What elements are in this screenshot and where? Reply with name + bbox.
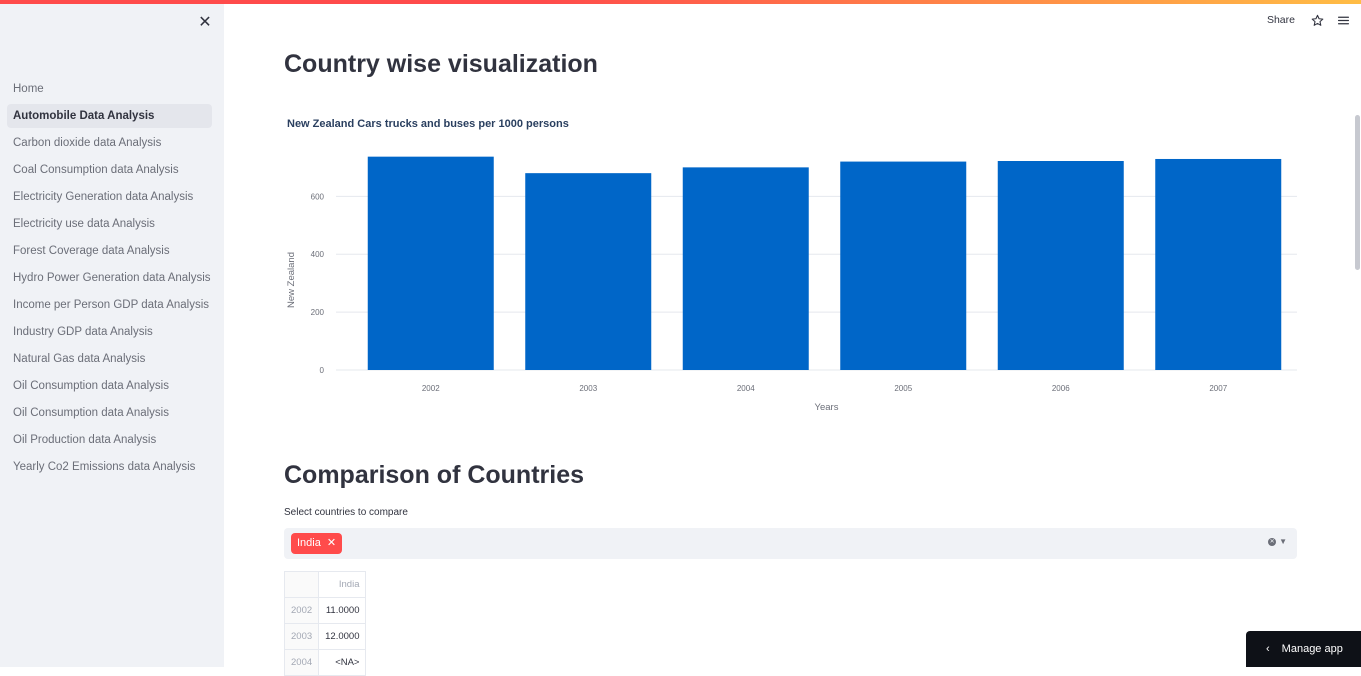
chart-title: New Zealand Cars trucks and buses per 10… (287, 118, 569, 130)
scrollbar[interactable] (1355, 115, 1360, 270)
table-row[interactable]: 2002 11.0000 (283, 597, 367, 624)
x-tick-label: 2006 (1052, 384, 1070, 393)
chart-svg[interactable]: 0 200 400 600 2002 2003 2004 2005 2006 2007 Years N… (284, 110, 1297, 420)
y-tick-label: 200 (311, 308, 325, 317)
sidebar-item[interactable]: Oil Consumption data Analysis (13, 407, 169, 419)
table-column-header[interactable]: India (318, 571, 367, 598)
cell-value[interactable]: <NA> (318, 649, 367, 676)
x-tick-label: 2002 (422, 384, 440, 393)
x-tick-label: 2007 (1209, 384, 1227, 393)
bar[interactable] (525, 173, 652, 370)
chevron-down-icon[interactable]: ▼ (1279, 537, 1287, 546)
x-tick-label: 2003 (579, 384, 597, 393)
sidebar-item[interactable]: Oil Consumption data Analysis (13, 380, 169, 392)
sidebar-item[interactable]: Income per Person GDP data Analysis (13, 299, 210, 311)
comparison-table[interactable]: India 2002 11.0000 2003 12.0000 2004 <NA> (283, 571, 367, 676)
sidebar: ✕ Home Automobile Data Analysis Carbon dio… (0, 4, 224, 667)
sidebar-item[interactable]: Carbon dioxide data Analysis (13, 137, 162, 149)
selected-country-tag[interactable]: India ✕ (291, 533, 343, 554)
sidebar-item[interactable]: Home (13, 83, 44, 95)
sidebar-item[interactable]: Coal Consumption data Analysis (13, 164, 179, 176)
sidebar-item[interactable]: Electricity Generation data Analysis (13, 191, 194, 203)
sidebar-item[interactable]: Natural Gas data Analysis (13, 353, 146, 365)
main-content: Country wise visualization New Zealand C… (283, 0, 1297, 676)
sidebar-item[interactable]: Forest Coverage data Analysis (13, 245, 170, 257)
sidebar-nav: Home Automobile Data Analysis Carbon dioxi… (7, 77, 212, 482)
bar[interactable] (840, 161, 967, 370)
table-corner (283, 571, 320, 598)
page-title: Country wise visualization (284, 50, 598, 78)
sidebar-item[interactable]: Electricity use data Analysis (13, 218, 155, 230)
y-axis-label: New Zealand (286, 252, 297, 308)
manage-app-button[interactable]: ‹ Manage app (1246, 631, 1361, 667)
sidebar-item[interactable]: Industry GDP data Analysis (13, 326, 153, 338)
bar[interactable] (682, 167, 809, 370)
star-icon[interactable] (1309, 12, 1325, 28)
table-row[interactable]: 2003 12.0000 (283, 623, 367, 650)
row-index: 2004 (283, 649, 320, 676)
bar-chart[interactable]: New Zealand Cars trucks and buses per 10… (284, 110, 1297, 420)
share-button[interactable]: Share (1266, 14, 1295, 26)
manage-app-label: Manage app (1281, 643, 1343, 655)
sidebar-item[interactable]: Automobile Data Analysis (7, 104, 212, 128)
x-tick-label: 2005 (894, 384, 912, 393)
top-decoration-bar (0, 0, 1361, 4)
x-axis-label: Years (815, 402, 839, 413)
remove-tag-icon[interactable]: ✕ (326, 537, 337, 549)
bar[interactable] (367, 156, 494, 370)
clear-all-icon[interactable]: ✕ (1268, 537, 1277, 546)
multiselect-controls: ✕ ▼ (1268, 537, 1287, 546)
bar[interactable] (997, 161, 1124, 370)
row-index: 2002 (283, 597, 320, 624)
sidebar-item[interactable]: Hydro Power Generation data Analysis (13, 272, 211, 284)
select-label: Select countries to compare (284, 507, 408, 518)
x-tick-label: 2004 (737, 384, 755, 393)
y-tick-label: 400 (311, 250, 325, 259)
hamburger-menu-icon[interactable] (1335, 12, 1351, 28)
cell-value[interactable]: 12.0000 (318, 623, 367, 650)
sidebar-item[interactable]: Yearly Co2 Emissions data Analysis (13, 461, 196, 473)
chevron-left-icon: ‹ (1266, 643, 1270, 655)
sidebar-item[interactable]: Oil Production data Analysis (13, 434, 157, 446)
close-icon[interactable]: ✕ (198, 14, 212, 31)
bar[interactable] (1155, 158, 1282, 370)
country-multiselect[interactable]: India ✕ ✕ ▼ (284, 528, 1297, 559)
tag-label: India (297, 537, 321, 549)
comparison-title: Comparison of Countries (284, 461, 585, 489)
y-tick-label: 600 (311, 192, 325, 201)
cell-value[interactable]: 11.0000 (318, 597, 367, 624)
y-tick-label: 0 (320, 366, 325, 375)
table-row[interactable]: 2004 <NA> (283, 649, 367, 676)
row-index: 2003 (283, 623, 320, 650)
header-actions: Share (1267, 10, 1351, 30)
